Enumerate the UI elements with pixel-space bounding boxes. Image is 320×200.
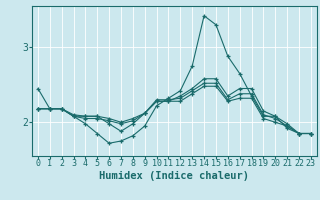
X-axis label: Humidex (Indice chaleur): Humidex (Indice chaleur) [100, 171, 249, 181]
